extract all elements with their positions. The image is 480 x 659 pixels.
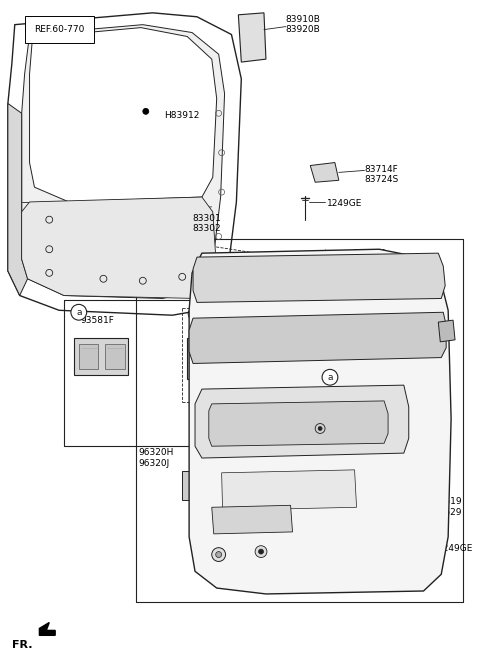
Text: (SEAT WARMER): (SEAT WARMER) <box>187 310 255 320</box>
Polygon shape <box>20 261 41 279</box>
Polygon shape <box>191 343 209 370</box>
Polygon shape <box>189 312 446 364</box>
Polygon shape <box>213 343 230 370</box>
Text: 82619
82629: 82619 82629 <box>433 498 462 517</box>
Polygon shape <box>182 471 216 500</box>
Polygon shape <box>22 197 216 299</box>
Text: 1249GE: 1249GE <box>327 199 362 208</box>
Text: FR.: FR. <box>12 641 32 650</box>
Text: 83352A
83362A: 83352A 83362A <box>353 249 387 269</box>
Polygon shape <box>195 385 409 458</box>
Text: a: a <box>76 308 82 317</box>
Circle shape <box>255 546 267 558</box>
Polygon shape <box>193 253 445 302</box>
Circle shape <box>212 548 226 561</box>
Polygon shape <box>30 28 216 202</box>
Text: 96320H
96320J: 96320H 96320J <box>138 448 173 468</box>
Polygon shape <box>310 163 339 183</box>
Polygon shape <box>39 623 55 635</box>
Text: REF.60-770: REF.60-770 <box>35 24 85 34</box>
Polygon shape <box>79 344 98 370</box>
Circle shape <box>216 552 222 558</box>
Text: 83301E
83302E: 83301E 83302E <box>374 355 408 374</box>
Text: 1249GE: 1249GE <box>438 544 474 553</box>
Text: 83714F
83724S: 83714F 83724S <box>364 165 399 184</box>
Polygon shape <box>106 344 125 370</box>
Text: a: a <box>327 373 333 382</box>
Circle shape <box>318 426 322 430</box>
Polygon shape <box>222 470 357 510</box>
Polygon shape <box>187 338 256 379</box>
Polygon shape <box>431 517 448 534</box>
Polygon shape <box>234 343 252 370</box>
Text: 83610B
83620B: 83610B 83620B <box>192 414 227 433</box>
Circle shape <box>322 370 338 385</box>
Text: 83301
83302: 83301 83302 <box>192 214 221 233</box>
Polygon shape <box>239 13 266 62</box>
Polygon shape <box>8 103 27 295</box>
Polygon shape <box>74 338 128 375</box>
Polygon shape <box>22 24 225 299</box>
Polygon shape <box>438 320 455 342</box>
Text: 93581E
93581D: 93581E 93581D <box>189 316 225 335</box>
Polygon shape <box>212 505 292 534</box>
Text: 1249LB: 1249LB <box>379 377 413 386</box>
Polygon shape <box>189 249 451 594</box>
Circle shape <box>259 549 264 554</box>
Text: 82315B: 82315B <box>212 524 247 533</box>
Text: H83912: H83912 <box>165 111 200 120</box>
Circle shape <box>71 304 87 320</box>
Polygon shape <box>209 401 388 446</box>
Polygon shape <box>8 13 241 315</box>
Text: 83910B
83920B: 83910B 83920B <box>286 14 321 34</box>
Polygon shape <box>192 500 207 508</box>
Circle shape <box>143 108 149 114</box>
Text: 93581F: 93581F <box>81 316 115 325</box>
